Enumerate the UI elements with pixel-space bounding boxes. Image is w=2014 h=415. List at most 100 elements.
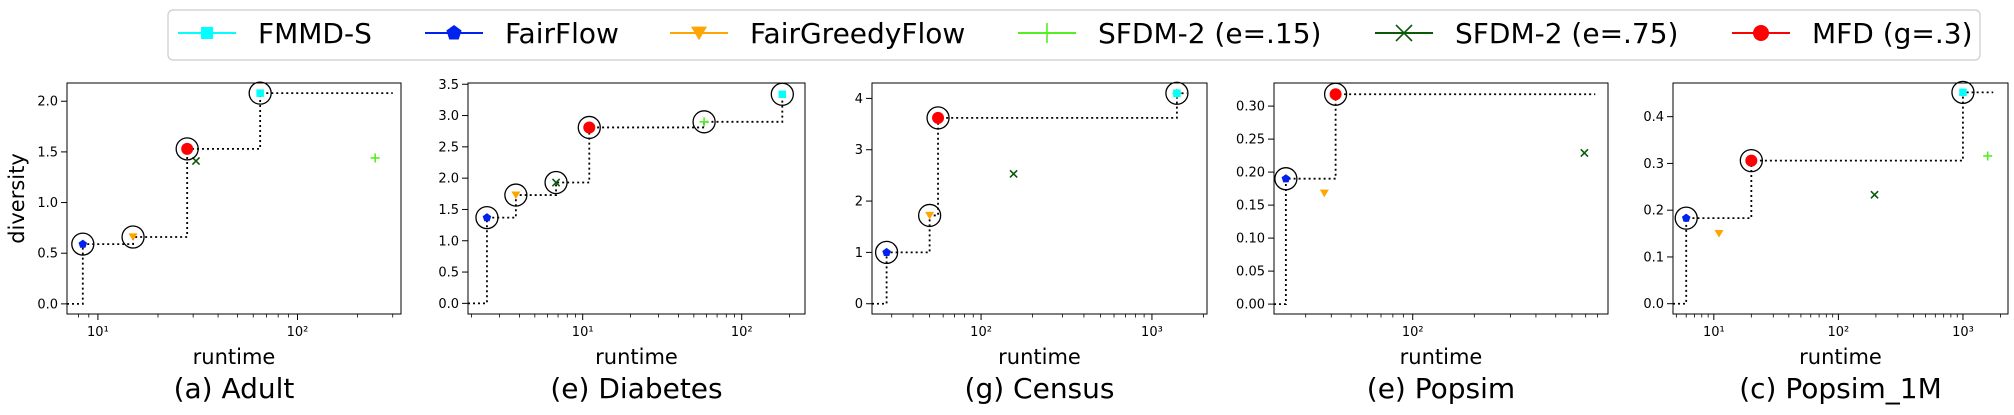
x-axis-label: runtime	[595, 345, 678, 369]
y-tick-label: 0.3	[1643, 157, 1664, 172]
sfdm-2-e-75-point	[1580, 148, 1589, 158]
sfdm-2-e-75-point	[1009, 169, 1018, 179]
x-tick-label: 10²	[1402, 325, 1424, 340]
y-tick-label: 0.00	[1236, 298, 1265, 313]
pareto-circle	[926, 106, 950, 130]
fairgreedyflow-point	[1319, 189, 1329, 198]
legend-item-sfdm-2-e-15: SFDM-2 (e=.15)	[1018, 17, 1321, 50]
y-tick-label: 3.0	[438, 109, 459, 124]
x-tick-label: 10³	[1141, 325, 1163, 340]
y-tick-label: 0.20	[1236, 166, 1265, 181]
mfd-g-3-point	[1745, 154, 1758, 167]
fairgreedyflow-legend-marker	[691, 26, 707, 41]
y-tick-label: 0.4	[1643, 110, 1664, 125]
y-tick-label: 0.0	[37, 297, 58, 312]
y-tick-label: 0.2	[1643, 204, 1664, 219]
pareto-circle	[1674, 206, 1698, 230]
sfdm-2-e-75-point	[191, 156, 201, 166]
pareto-circle	[71, 232, 95, 256]
x-axis-label: runtime	[193, 345, 276, 369]
panel-c-popsim-1m: 10¹ 10² 10³ 0.0 0.1 0.2 0.3 0.4 runtime (c) Popsi…	[1643, 80, 2009, 405]
y-tick-label: 2.5	[438, 140, 459, 155]
x-minor-ticks	[1305, 314, 1598, 318]
legend-item-sfdm-2-e-75: SFDM-2 (e=.75)	[1375, 17, 1678, 50]
legend-label: SFDM-2 (e=.15)	[1098, 17, 1321, 50]
x-tick-label: 10³	[1952, 325, 1974, 340]
pareto-circle	[121, 225, 145, 249]
panel-g-census: 10² 10³ 0 1 2 3 4 runtime (g) Census	[855, 81, 1208, 405]
pareto-circles	[1674, 80, 1975, 230]
y-tick-label: 1.5	[37, 145, 58, 160]
x-minor-ticks	[1675, 314, 2001, 318]
pareto-circles	[874, 81, 1189, 265]
y-tick-label: 0.5	[438, 266, 459, 281]
mfd-g-3-point	[583, 121, 596, 134]
y-tick-label: 0.25	[1236, 133, 1265, 148]
pareto-circle	[577, 115, 601, 140]
legend-item-mfd-g-3: MFD (g=.3)	[1732, 17, 1973, 50]
legend-item-fairgreedyflow: FairGreedyFlow	[670, 17, 965, 50]
fmmd-s-point	[1959, 88, 1967, 97]
y-tick-label: 0.5	[37, 247, 58, 262]
sfdm-2-e-15-point	[370, 153, 380, 163]
fmmd-s-point	[256, 89, 264, 97]
pareto-front-line	[1274, 93, 1596, 305]
data-points	[78, 89, 380, 248]
y-tick-label: 2.0	[37, 95, 58, 110]
pareto-circle	[917, 203, 942, 228]
fairflow-point	[78, 239, 88, 248]
mfd-g-3-point	[932, 111, 945, 124]
panel-a-adult: 10¹ 10² 0.0 0.5 1.0 1.5 2.0 runtime diversity (a)…	[5, 81, 402, 405]
panel-e-popsim: 10² 0.00 0.05 0.10 0.15 0.20 0.25 0.30 runtime (e…	[1236, 82, 1609, 405]
y-tick-label: 1	[855, 246, 863, 261]
y-axis-label: diversity	[5, 153, 29, 244]
pareto-circle	[874, 240, 899, 265]
y-tick-label: 2.0	[438, 172, 459, 187]
x-minor-ticks	[891, 314, 1204, 318]
data-points	[1281, 88, 1589, 198]
y-tick-label: 0.05	[1236, 265, 1265, 280]
legend-frame	[167, 9, 1981, 61]
legend-label: SFDM-2 (e=.75)	[1455, 17, 1678, 50]
pareto-front-line	[1673, 91, 1994, 305]
panel-title: (e) Popsim	[1367, 372, 1515, 405]
y-tick-label: 0	[855, 297, 863, 312]
fmmd-s-point	[1173, 89, 1181, 98]
pareto-circle	[544, 170, 568, 195]
mfd-g-3-point	[181, 142, 194, 155]
pareto-circle	[248, 81, 272, 105]
plot-frame	[871, 82, 1208, 315]
mfd-g-3-point	[1329, 88, 1342, 101]
panel-title: (e) Diabetes	[550, 372, 722, 405]
legend-label: FMMD-S	[258, 17, 372, 50]
fairgreedyflow-point	[128, 233, 138, 242]
fairflow-point	[1681, 213, 1691, 222]
fairflow-point	[882, 247, 891, 257]
pareto-circle	[1739, 148, 1763, 173]
pareto-circle	[1951, 80, 1975, 105]
pareto-front-line	[67, 92, 393, 305]
y-tick-label: 0.30	[1236, 100, 1265, 115]
y-tick-label: 1.0	[37, 196, 58, 211]
x-tick-label: 10²	[287, 325, 309, 340]
pareto-circle	[175, 137, 199, 161]
legend-label: FairFlow	[505, 17, 619, 50]
x-tick-label: 10¹	[1703, 325, 1725, 340]
y-tick-label: 1.0	[438, 234, 459, 249]
data-points	[482, 90, 787, 222]
panel-title: (c) Popsim_1M	[1739, 372, 1942, 405]
y-tick-label: 0.10	[1236, 232, 1265, 247]
sfdm-2-e-75-point	[1870, 190, 1879, 199]
fairflow-legend-marker	[446, 25, 462, 40]
fairgreedyflow-point	[925, 211, 935, 220]
pareto-circles	[71, 81, 272, 256]
legend-label: MFD (g=.3)	[1812, 17, 1973, 50]
pareto-circle	[475, 205, 499, 230]
sfdm-2-e-75-point	[551, 178, 561, 187]
fairgreedyflow-point	[1714, 229, 1724, 238]
legend-label: FairGreedyFlow	[750, 17, 965, 50]
pareto-circles	[475, 82, 794, 230]
pareto-front-line	[468, 93, 787, 305]
x-minor-ticks	[78, 314, 394, 318]
